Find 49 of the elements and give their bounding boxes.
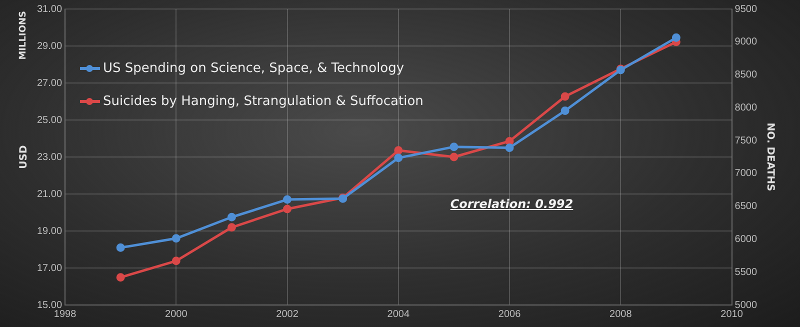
y2-tick-label: 9000 — [734, 36, 758, 48]
y-tick-label: 17.00 — [36, 262, 62, 274]
point — [283, 204, 292, 214]
point — [560, 92, 570, 101]
y2-axis-title: NO. DEATHS — [764, 122, 776, 192]
y-tick-label: 29.00 — [36, 40, 62, 52]
point — [505, 136, 514, 146]
annotation: Correlation: 0.992 — [450, 197, 574, 212]
point — [394, 154, 403, 162]
point — [116, 243, 125, 252]
point — [450, 142, 458, 152]
y2-tick-label: 8500 — [734, 70, 758, 81]
y2-tick-label: 9500 — [734, 4, 758, 15]
y2-tick-label: 6500 — [734, 201, 758, 212]
point — [283, 195, 292, 204]
point — [227, 212, 236, 222]
y-tick-label: 27.00 — [36, 78, 62, 89]
x-tick-label: 2010 — [720, 308, 744, 320]
y-tick-label: 31.00 — [36, 4, 62, 15]
x-tick-label: 1998 — [54, 308, 77, 320]
y2-tick-label: 5500 — [734, 266, 758, 278]
legend-label: Suicides by Hanging, Strangulation & Suffocation — [103, 94, 424, 109]
y-axis-title: USD — [18, 145, 30, 169]
point — [450, 152, 458, 162]
point — [227, 223, 236, 232]
x-tick-label: 2008 — [610, 308, 632, 320]
point — [172, 234, 180, 243]
y-tick-label: 25.00 — [36, 114, 62, 126]
point — [560, 106, 570, 115]
legend-label: US Spending on Science, Space, & Technology — [103, 61, 404, 76]
y2-tick-label: 7000 — [734, 168, 758, 180]
y-tick-label: 19.00 — [36, 226, 62, 237]
point — [116, 273, 125, 282]
point — [505, 144, 514, 152]
y2-tick-label: 7500 — [734, 135, 758, 146]
text: MILLIONS — [18, 11, 28, 60]
y-tick-label: 15.00 — [36, 300, 62, 311]
x-tick-label: 2004 — [387, 308, 410, 320]
y-tick-label: 23.00 — [36, 152, 62, 163]
x-tick-label: 2002 — [276, 308, 299, 320]
point — [172, 256, 180, 266]
x-tick-label: 2000 — [165, 308, 188, 320]
y-tick-label: 21.00 — [36, 188, 62, 200]
y2-tick-label: 5000 — [734, 300, 758, 311]
y2-tick-label: 8000 — [734, 102, 758, 114]
point — [672, 33, 680, 42]
x-tick-label: 2006 — [498, 308, 522, 320]
point — [394, 146, 403, 155]
y2-tick-label: 6000 — [734, 234, 758, 245]
